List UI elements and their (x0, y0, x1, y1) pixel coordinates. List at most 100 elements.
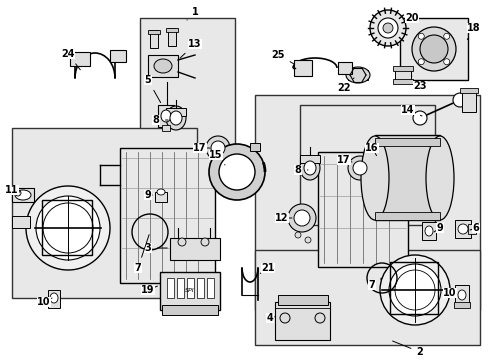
Bar (48, 290, 60, 308)
Bar (162, 305, 218, 315)
Ellipse shape (411, 27, 455, 71)
Ellipse shape (293, 210, 309, 226)
Bar (274, 302, 329, 340)
Bar (177, 278, 183, 298)
Ellipse shape (457, 290, 465, 300)
Bar (392, 66, 412, 71)
Circle shape (417, 33, 424, 39)
Text: 23: 23 (411, 76, 426, 91)
Bar (12, 128, 197, 298)
Text: 12: 12 (275, 213, 291, 223)
Bar (12, 188, 34, 202)
Bar (453, 302, 469, 308)
Bar (254, 250, 479, 345)
Circle shape (26, 186, 110, 270)
Bar (454, 285, 468, 305)
Bar (197, 278, 203, 298)
Ellipse shape (457, 224, 467, 234)
Bar (162, 125, 170, 131)
Text: 8: 8 (152, 115, 168, 125)
Circle shape (201, 238, 208, 246)
Ellipse shape (287, 204, 315, 232)
Circle shape (382, 23, 392, 33)
Ellipse shape (161, 110, 171, 122)
Bar (170, 238, 220, 260)
Text: SPI: SPI (185, 288, 194, 292)
Text: 7: 7 (368, 278, 381, 290)
Bar (337, 62, 351, 74)
Text: 7: 7 (134, 235, 149, 273)
Circle shape (347, 156, 371, 180)
Circle shape (369, 10, 405, 46)
Circle shape (314, 313, 325, 323)
Circle shape (36, 196, 100, 260)
Bar (421, 222, 435, 240)
Text: 11: 11 (5, 185, 20, 195)
Text: 24: 24 (61, 49, 80, 70)
Circle shape (178, 238, 185, 246)
Bar (459, 88, 477, 93)
Bar (374, 212, 439, 220)
Ellipse shape (157, 189, 164, 195)
Text: 13: 13 (180, 39, 202, 58)
Circle shape (452, 93, 466, 107)
Circle shape (294, 232, 301, 238)
Ellipse shape (154, 59, 172, 73)
Circle shape (443, 59, 449, 65)
Ellipse shape (299, 156, 319, 180)
Text: 22: 22 (337, 78, 353, 93)
Ellipse shape (165, 106, 185, 130)
Ellipse shape (346, 67, 369, 83)
Bar (467, 224, 475, 234)
Bar (167, 278, 174, 298)
Bar (461, 90, 475, 112)
Text: 17: 17 (337, 155, 351, 165)
Circle shape (352, 161, 366, 175)
Text: 9: 9 (433, 223, 443, 233)
Text: 10: 10 (37, 297, 52, 307)
Ellipse shape (304, 161, 315, 175)
Ellipse shape (419, 35, 447, 63)
Text: 2: 2 (392, 341, 423, 357)
Circle shape (377, 18, 397, 38)
Bar (389, 262, 437, 314)
Circle shape (219, 154, 254, 190)
Ellipse shape (15, 190, 31, 200)
Text: 9: 9 (144, 190, 152, 200)
Ellipse shape (424, 226, 432, 236)
Bar (392, 79, 412, 84)
Circle shape (379, 255, 449, 325)
Bar (168, 28, 176, 46)
Text: 5: 5 (144, 75, 161, 103)
Bar (165, 28, 178, 32)
Bar (317, 152, 407, 267)
Circle shape (305, 237, 310, 243)
Text: 15: 15 (209, 150, 224, 165)
Circle shape (280, 313, 289, 323)
Circle shape (210, 141, 224, 155)
Bar (454, 220, 470, 238)
Bar (299, 105, 434, 225)
Bar (278, 295, 327, 305)
Circle shape (412, 111, 426, 125)
Text: 10: 10 (442, 288, 456, 298)
Bar (120, 148, 215, 283)
Bar (110, 50, 126, 62)
Text: 25: 25 (271, 50, 293, 64)
Bar (254, 95, 479, 310)
Bar (158, 105, 174, 127)
Text: 1: 1 (186, 7, 198, 20)
Text: 4: 4 (266, 313, 274, 323)
Bar (399, 18, 467, 80)
Circle shape (208, 144, 264, 200)
Ellipse shape (170, 111, 182, 125)
Text: 3: 3 (144, 243, 167, 253)
Text: 14: 14 (401, 105, 421, 116)
Bar (374, 138, 439, 146)
Circle shape (417, 59, 424, 65)
Text: 16: 16 (365, 143, 378, 156)
Bar (347, 70, 367, 80)
Bar (70, 52, 90, 66)
Bar (293, 60, 311, 76)
Text: 18: 18 (466, 23, 480, 40)
